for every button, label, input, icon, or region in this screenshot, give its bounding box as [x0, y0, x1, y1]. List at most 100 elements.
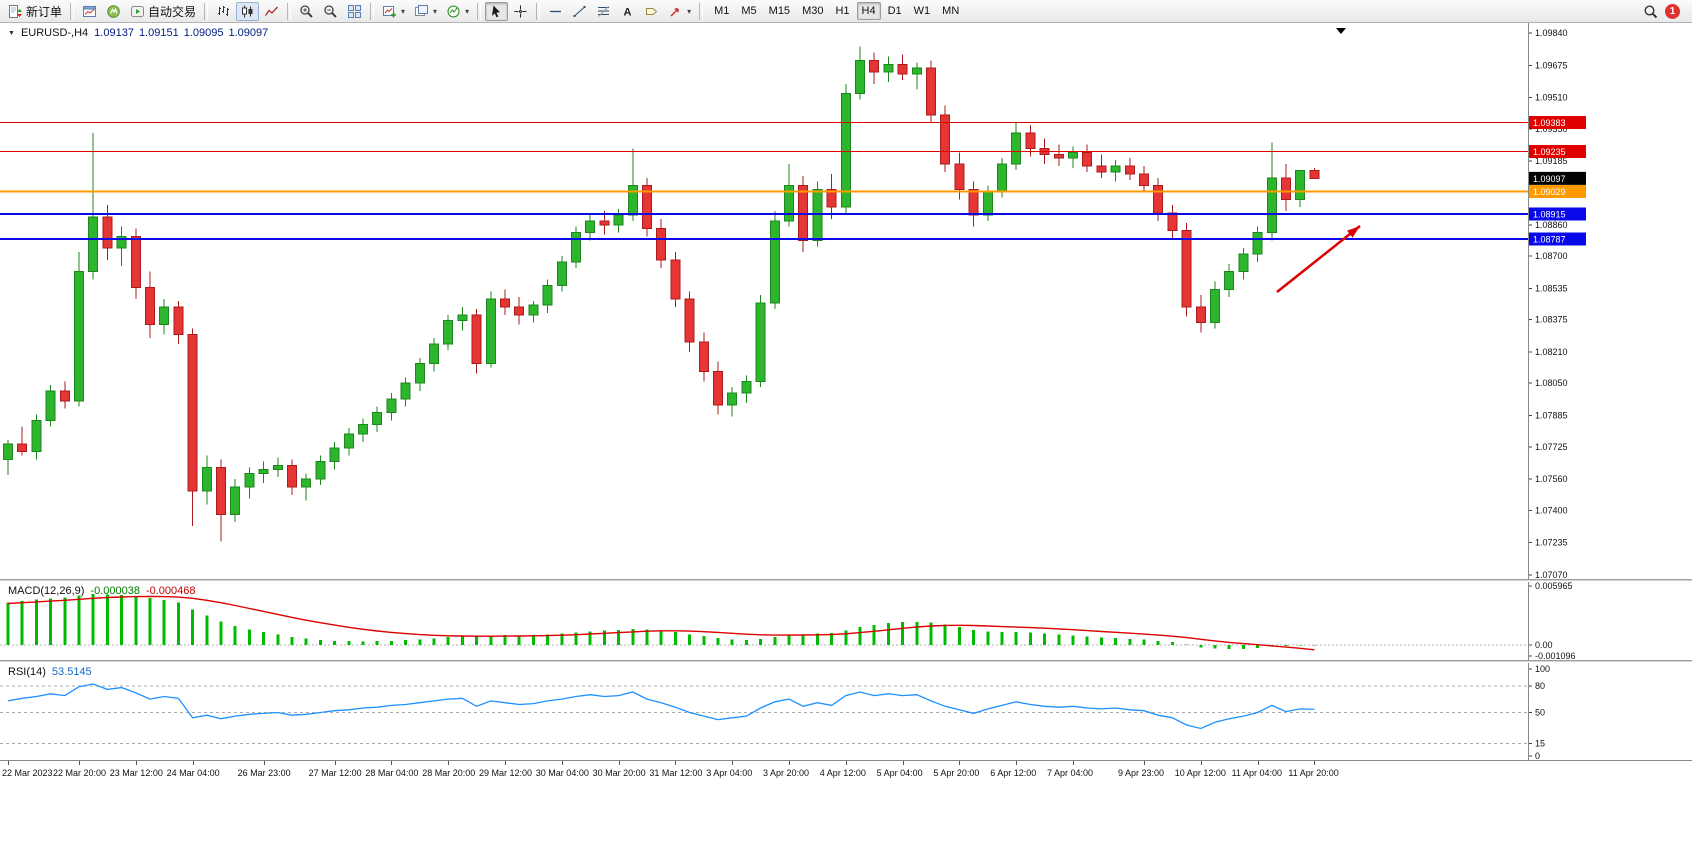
new-order-button[interactable]: 新订单 [4, 2, 66, 21]
rsi-line [7, 683, 1315, 730]
time-axis-tick [902, 761, 904, 765]
time-axis-label: 28 Mar 20:00 [422, 768, 476, 778]
zoom-in-button[interactable] [295, 2, 318, 21]
time-axis-tick [959, 761, 961, 765]
ohlc-high: 1.09151 [138, 27, 179, 39]
tile-windows-button[interactable] [343, 2, 366, 21]
rsi-pane[interactable]: 100 80 50 15 0 [0, 663, 1692, 760]
svg-text:1.09185: 1.09185 [1535, 156, 1568, 166]
symbol-period-label: EURUSD-,H4 [20, 27, 89, 39]
toolbar: 新订单 自动交易 [0, 0, 1692, 23]
time-axis-tick [1200, 761, 1202, 765]
ohlc-close: 1.09097 [228, 27, 269, 39]
autotrading-button[interactable]: 自动交易 [126, 2, 200, 21]
cursor-button[interactable] [485, 1, 509, 21]
charts-window-button[interactable] [78, 2, 101, 21]
time-axis-tick [675, 761, 677, 765]
pane-separator[interactable] [0, 579, 1692, 582]
zoom-in-icon [299, 4, 314, 19]
trendline-button[interactable] [568, 2, 591, 21]
time-axis-tick [845, 761, 847, 765]
svg-text:1.09029: 1.09029 [1533, 187, 1566, 197]
svg-text:1.08700: 1.08700 [1535, 251, 1568, 261]
line-chart-icon [264, 4, 279, 19]
timeframe-button-m15[interactable]: M15 [764, 2, 795, 20]
cursor-icon [489, 4, 504, 19]
text-button[interactable]: A [616, 2, 639, 21]
metaeditor-icon [106, 4, 121, 19]
svg-text:1.09383: 1.09383 [1533, 118, 1566, 128]
metaeditor-button[interactable] [102, 2, 125, 21]
bar-chart-button[interactable] [212, 2, 235, 21]
time-axis-tick [1314, 761, 1316, 765]
svg-text:1.08050: 1.08050 [1535, 378, 1568, 388]
pane-separator[interactable] [0, 660, 1692, 663]
time-axis-tick [505, 761, 506, 765]
timeframe-button-h4[interactable]: H4 [856, 2, 881, 20]
fibonacci-button[interactable] [592, 2, 615, 21]
timeframe-button-h1[interactable]: H1 [830, 2, 854, 20]
time-axis-tick [1016, 761, 1018, 765]
svg-text:1.07400: 1.07400 [1535, 505, 1568, 515]
search-button[interactable] [1639, 2, 1662, 21]
new-order-label: 新订单 [26, 4, 63, 19]
time-axis-label: 30 Mar 20:00 [592, 768, 646, 778]
time-axis-label: 3 Apr 20:00 [763, 768, 810, 778]
svg-text:1.07560: 1.07560 [1535, 474, 1568, 484]
one-click-trading-toggle-icon[interactable]: ▼ [8, 29, 15, 37]
new-chart-button[interactable]: ▾ [378, 2, 409, 21]
main-price-chart[interactable]: 1.098401.096751.095101.093501.091851.090… [0, 23, 1692, 579]
svg-text:1.08375: 1.08375 [1535, 315, 1568, 325]
time-axis-tick [1257, 761, 1259, 765]
zoom-out-button[interactable] [319, 2, 342, 21]
notification-badge[interactable]: 1 [1665, 3, 1680, 19]
chevron-down-icon: ▾ [465, 6, 470, 16]
toolbar-separator [70, 2, 75, 20]
zoom-out-icon [323, 4, 338, 19]
price-axis-ticks: 1.098401.096751.095101.093501.091851.090… [1528, 28, 1568, 579]
arrow-annotation [1276, 225, 1361, 293]
crosshair-button[interactable] [509, 2, 532, 21]
timeframe-button-d1[interactable]: D1 [883, 2, 907, 20]
toolbar-separator [477, 2, 482, 20]
time-axis-tick [618, 761, 620, 765]
time-axis-tick [561, 761, 563, 765]
time-axis-label: 9 Apr 23:00 [1118, 768, 1165, 778]
svg-text:1.08210: 1.08210 [1535, 347, 1568, 357]
macd-pane[interactable]: 0.005965 0.00-0.001096 [0, 582, 1692, 660]
candlestick-chart-button[interactable] [236, 1, 260, 21]
new-chart-icon [382, 4, 397, 19]
timeframe-button-mn[interactable]: MN [937, 2, 964, 20]
svg-text:1.08860: 1.08860 [1535, 220, 1568, 230]
svg-text:A: A [624, 6, 632, 18]
macd-main-value: -0.000038 [90, 585, 140, 597]
svg-text:1.08535: 1.08535 [1535, 283, 1568, 293]
text-icon: A [620, 4, 635, 19]
timeframe-button-w1[interactable]: W1 [909, 2, 936, 20]
new-order-icon [8, 4, 23, 19]
svg-text:1.07885: 1.07885 [1535, 411, 1568, 421]
autotrading-label: 自动交易 [148, 4, 197, 19]
rsi-value: 53.5145 [51, 666, 92, 678]
chevron-down-icon: ▾ [433, 6, 438, 16]
timeframe-button-m30[interactable]: M30 [797, 2, 828, 20]
rsi-name: RSI(14) [8, 666, 46, 678]
arrow-tools-button[interactable]: ▾ [664, 2, 695, 21]
time-axis[interactable]: 22 Mar 2023 22 Mar 20:00 23 Mar 12:00 24 Ma… [0, 760, 1692, 787]
time-axis-tick [1144, 761, 1145, 765]
horizontal-line-button[interactable] [544, 2, 567, 21]
label-button[interactable] [640, 2, 663, 21]
toolbar-separator [536, 2, 541, 20]
time-axis-label: 22 Mar 20:00 [53, 768, 107, 778]
timeframe-button-m1[interactable]: M1 [709, 2, 734, 20]
horizontal-line-icon [548, 4, 563, 19]
svg-text:1.07070: 1.07070 [1535, 570, 1568, 579]
time-axis-tick [732, 761, 734, 765]
time-axis-label: 28 Mar 04:00 [365, 768, 419, 778]
indicators-button[interactable]: ▾ [442, 2, 473, 21]
profiles-button[interactable]: ▾ [410, 2, 441, 21]
charts-icon [82, 4, 97, 19]
time-axis-tick [135, 761, 137, 765]
line-chart-button[interactable] [260, 2, 283, 21]
timeframe-button-m5[interactable]: M5 [736, 2, 761, 20]
